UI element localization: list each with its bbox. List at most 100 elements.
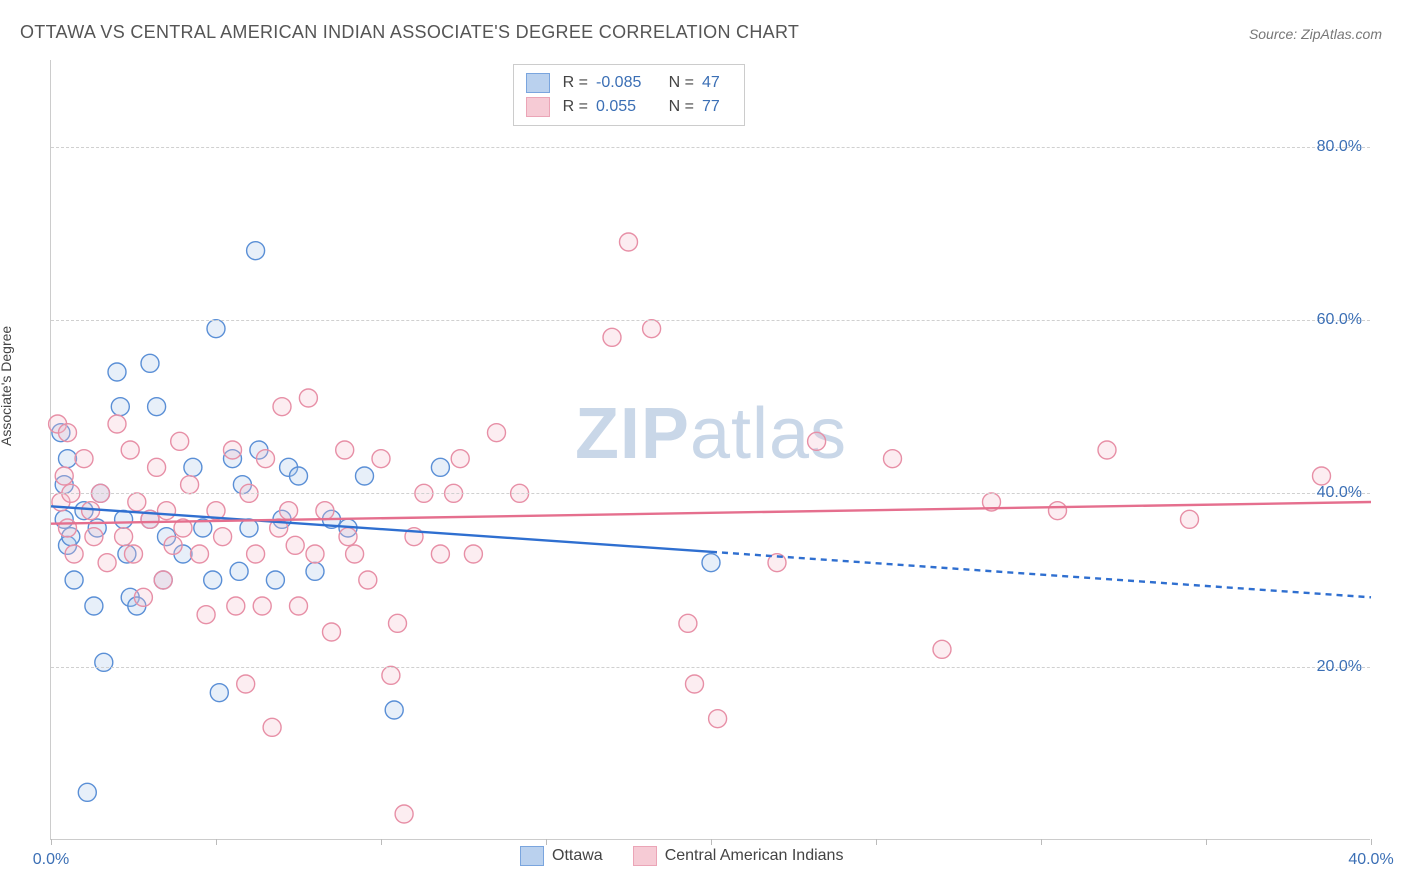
scatter-point — [709, 710, 727, 728]
scatter-point — [323, 623, 341, 641]
x-tick — [546, 839, 547, 845]
chart-title: OTTAWA VS CENTRAL AMERICAN INDIAN ASSOCI… — [20, 22, 799, 43]
scatter-point — [385, 701, 403, 719]
x-tick — [381, 839, 382, 845]
scatter-point — [75, 450, 93, 468]
source-label: Source: ZipAtlas.com — [1249, 26, 1382, 42]
x-tick — [1206, 839, 1207, 845]
scatter-point — [679, 614, 697, 632]
scatter-point — [290, 467, 308, 485]
scatter-point — [115, 510, 133, 528]
scatter-point — [1098, 441, 1116, 459]
scatter-point — [95, 653, 113, 671]
scatter-point — [603, 328, 621, 346]
scatter-point — [171, 432, 189, 450]
y-tick-label: 40.0% — [1317, 484, 1362, 502]
trend-line — [51, 506, 711, 552]
y-tick-label: 60.0% — [1317, 311, 1362, 329]
scatter-point — [1313, 467, 1331, 485]
scatter-point — [214, 528, 232, 546]
series-legend: Ottawa Central American Indians — [520, 846, 843, 866]
scatter-point — [336, 441, 354, 459]
series-legend-label: Central American Indians — [665, 847, 844, 865]
gridline — [51, 147, 1370, 148]
scatter-point — [286, 536, 304, 554]
scatter-point — [933, 640, 951, 658]
scatter-point — [148, 398, 166, 416]
scatter-point — [263, 718, 281, 736]
scatter-point — [78, 783, 96, 801]
scatter-point — [382, 666, 400, 684]
x-tick — [51, 839, 52, 845]
scatter-point — [204, 571, 222, 589]
trend-line — [51, 502, 1371, 524]
trend-line-dashed — [711, 552, 1371, 597]
x-tick — [1371, 839, 1372, 845]
scatter-point — [808, 432, 826, 450]
series-legend-item: Central American Indians — [633, 846, 844, 866]
scatter-point — [306, 545, 324, 563]
scatter-point — [431, 545, 449, 563]
scatter-point — [207, 320, 225, 338]
scatter-point — [372, 450, 390, 468]
scatter-point — [702, 554, 720, 572]
scatter-point — [181, 476, 199, 494]
y-tick-label: 80.0% — [1317, 138, 1362, 156]
scatter-point — [224, 441, 242, 459]
y-axis-label: Associate's Degree — [0, 326, 14, 446]
scatter-point — [59, 450, 77, 468]
scatter-point — [65, 571, 83, 589]
scatter-point — [55, 467, 73, 485]
scatter-point — [148, 458, 166, 476]
scatter-point — [210, 684, 228, 702]
scatter-point — [111, 398, 129, 416]
legend-swatch — [633, 846, 657, 866]
y-tick-label: 20.0% — [1317, 658, 1362, 676]
scatter-point — [121, 441, 139, 459]
x-tick — [876, 839, 877, 845]
scatter-point — [620, 233, 638, 251]
scatter-point — [356, 467, 374, 485]
series-legend-label: Ottawa — [552, 847, 603, 865]
scatter-point — [1181, 510, 1199, 528]
plot-area: ZIPatlas R =-0.085N =47R =0.055N =77 20.… — [50, 60, 1370, 840]
plot-svg — [51, 60, 1370, 839]
scatter-point — [134, 588, 152, 606]
scatter-point — [85, 597, 103, 615]
legend-swatch — [520, 846, 544, 866]
scatter-point — [431, 458, 449, 476]
scatter-point — [395, 805, 413, 823]
scatter-point — [247, 545, 265, 563]
scatter-point — [227, 597, 245, 615]
scatter-point — [230, 562, 248, 580]
scatter-point — [359, 571, 377, 589]
scatter-point — [141, 354, 159, 372]
scatter-point — [306, 562, 324, 580]
series-legend-item: Ottawa — [520, 846, 603, 866]
scatter-point — [164, 536, 182, 554]
scatter-point — [464, 545, 482, 563]
scatter-point — [280, 502, 298, 520]
scatter-point — [253, 597, 271, 615]
scatter-point — [108, 415, 126, 433]
scatter-point — [237, 675, 255, 693]
x-tick-label: 40.0% — [1348, 851, 1393, 869]
x-tick-label: 0.0% — [33, 851, 69, 869]
scatter-point — [884, 450, 902, 468]
scatter-point — [339, 528, 357, 546]
scatter-point — [247, 242, 265, 260]
scatter-point — [65, 545, 83, 563]
scatter-point — [686, 675, 704, 693]
scatter-point — [266, 571, 284, 589]
scatter-point — [451, 450, 469, 468]
scatter-point — [158, 502, 176, 520]
scatter-point — [316, 502, 334, 520]
scatter-point — [488, 424, 506, 442]
scatter-point — [184, 458, 202, 476]
gridline — [51, 320, 1370, 321]
scatter-point — [59, 424, 77, 442]
scatter-point — [257, 450, 275, 468]
scatter-point — [125, 545, 143, 563]
scatter-point — [643, 320, 661, 338]
scatter-point — [59, 519, 77, 537]
